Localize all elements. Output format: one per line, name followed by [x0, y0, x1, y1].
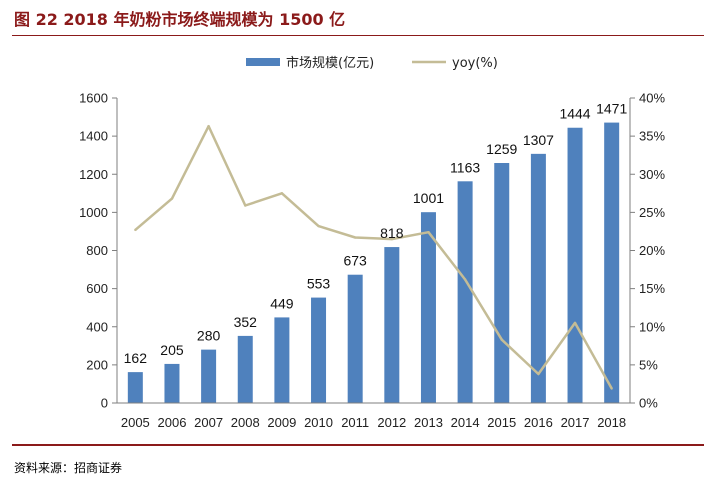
bar: [311, 297, 327, 403]
yoy-point: [280, 192, 284, 195]
bar: [567, 127, 583, 404]
left-tick-label: 0: [101, 396, 108, 411]
yoy-line: [134, 124, 613, 390]
bar: [530, 153, 546, 403]
left-tick-label: 1000: [79, 205, 108, 220]
yoy-point: [610, 387, 613, 390]
bar-value-label: 1163: [450, 159, 480, 175]
bar: [127, 372, 143, 403]
bar-value-label: 553: [307, 276, 331, 292]
x-tick-label: 2018: [597, 415, 626, 430]
x-tick-label: 2013: [414, 415, 443, 430]
bar-value-label: 205: [160, 342, 184, 358]
right-tick-label: 5%: [639, 357, 658, 372]
right-tick-label: 30%: [639, 167, 665, 182]
right-tick-label: 0%: [639, 396, 658, 411]
right-tick-label: 35%: [639, 129, 665, 144]
bar-value-label: 162: [124, 350, 148, 366]
data-labels: 162 205 280 352 449 553 673 818 1001 1163 1259 1307…: [124, 101, 628, 367]
yoy-point: [390, 237, 394, 241]
right-tick-label: 10%: [639, 319, 665, 334]
bar: [494, 163, 510, 403]
left-axis: 0 200 400 600 800 1000 1200 1400 1600: [79, 91, 118, 411]
yoy-point: [573, 321, 577, 325]
x-tick-label: 2012: [377, 415, 406, 430]
bar-value-label: 352: [234, 314, 258, 330]
right-tick-label: 40%: [639, 91, 665, 106]
bar: [201, 349, 217, 403]
footer-divider: [12, 444, 704, 446]
bar: [420, 212, 436, 403]
x-tick-label: 2008: [231, 415, 260, 430]
bar-value-label: 1471: [596, 101, 627, 117]
yoy-point: [244, 204, 247, 207]
x-tick-label: 2005: [121, 415, 150, 430]
page-title: 图 22 2018 年奶粉市场终端规模为 1500 亿: [14, 10, 346, 29]
left-tick-label: 800: [86, 243, 108, 258]
left-tick-label: 1600: [79, 91, 108, 106]
x-tick-label: 2016: [524, 415, 553, 430]
line-series: [134, 124, 613, 390]
right-axis: 0% 5% 10% 15% 20% 25% 30% 35% 40%: [629, 91, 665, 411]
x-axis: 2005 2006 2007 2008 2009 2010 2011 2012 2013 2014…: [117, 402, 630, 430]
bar-value-label: 1307: [523, 132, 554, 148]
bar-value-label: 673: [343, 253, 367, 269]
legend-bar-label: 市场规模(亿元): [286, 55, 374, 71]
bar: [274, 317, 290, 403]
yoy-point: [207, 125, 210, 128]
yoy-point: [427, 231, 430, 234]
bar: [384, 247, 400, 403]
left-tick-label: 1200: [79, 167, 108, 182]
left-tick-label: 400: [86, 319, 108, 334]
yoy-point: [537, 372, 540, 376]
yoy-point: [353, 236, 357, 239]
x-tick-label: 2006: [158, 415, 187, 430]
bar-value-label: 1259: [486, 141, 517, 157]
bar-value-label: 818: [380, 225, 404, 241]
yoy-point: [170, 197, 174, 200]
bar: [457, 181, 473, 403]
x-tick-label: 2014: [451, 415, 480, 430]
x-tick-label: 2015: [487, 415, 516, 430]
x-tick-label: 2010: [304, 415, 333, 430]
left-tick-label: 1400: [79, 129, 108, 144]
source-note: 资料来源：招商证券: [14, 461, 123, 475]
x-tick-label: 2007: [194, 415, 223, 430]
right-tick-label: 25%: [639, 205, 665, 220]
right-tick-label: 20%: [639, 243, 665, 258]
bar: [347, 274, 363, 403]
bar: [604, 122, 620, 403]
bar-value-label: 1444: [559, 106, 590, 122]
bar: [237, 335, 253, 403]
legend-bar-swatch: [246, 58, 280, 66]
bar-series: [127, 122, 620, 404]
x-tick-label: 2011: [341, 415, 369, 430]
right-tick-label: 15%: [639, 281, 665, 296]
chart-area: 市场规模(亿元) yoy(%) 0 200 400 600 800 1000 1200 1400…: [79, 55, 665, 430]
left-tick-label: 200: [86, 357, 108, 372]
x-tick-label: 2017: [561, 415, 590, 430]
yoy-point: [134, 228, 137, 232]
yoy-point: [463, 278, 467, 281]
title-divider: [12, 35, 704, 36]
bar: [164, 363, 180, 403]
yoy-point: [500, 338, 503, 341]
bar-value-label: 449: [270, 295, 294, 311]
left-tick-label: 600: [86, 281, 108, 296]
legend-line-label: yoy(%): [452, 56, 498, 71]
legend: 市场规模(亿元) yoy(%): [246, 55, 498, 71]
bar-value-label: 280: [197, 328, 221, 344]
yoy-point: [317, 224, 320, 228]
bar-value-label: 1001: [413, 190, 444, 206]
x-tick-label: 2009: [267, 415, 296, 430]
